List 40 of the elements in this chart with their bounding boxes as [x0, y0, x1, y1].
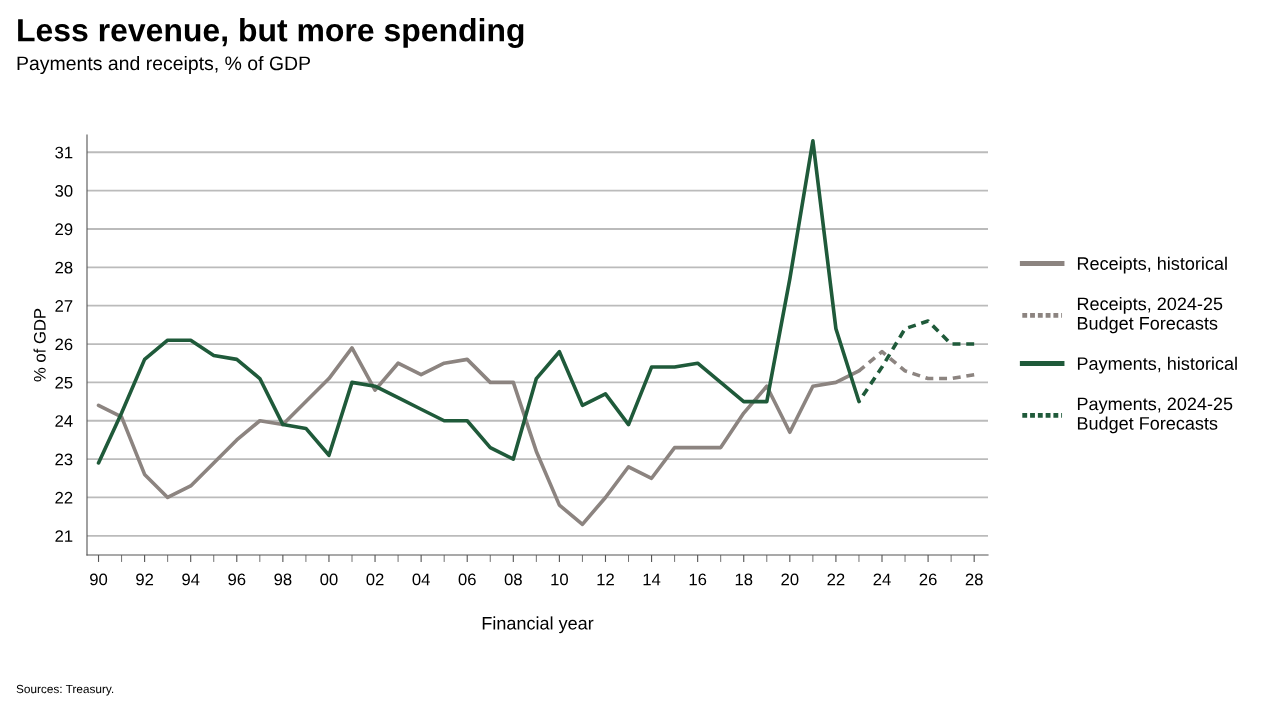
y-tick-label: 27	[55, 300, 73, 312]
x-tick-label: 96	[228, 573, 246, 586]
x-tick-label: 92	[136, 573, 154, 586]
x-tick-label: 90	[90, 573, 108, 586]
y-axis-title: % of GDP	[33, 308, 46, 382]
y-tick-label: 26	[55, 338, 73, 351]
x-tick-label: 22	[827, 573, 845, 586]
y-tick-label: 28	[55, 261, 73, 274]
y-tick-label: 23	[55, 453, 73, 466]
x-tick-label: 14	[643, 573, 661, 586]
legend-label: Receipts, historical	[1077, 256, 1227, 274]
x-tick-label: 16	[689, 573, 707, 586]
y-tick-label: 31	[55, 146, 73, 159]
chart-title: Less revenue, but more spending	[18, 18, 524, 48]
x-tick-label: 26	[919, 573, 937, 586]
x-axis-title: Financial year	[482, 616, 594, 634]
y-tick-label: 29	[55, 223, 73, 236]
x-tick-label: 24	[873, 573, 891, 586]
x-tick-label: 04	[412, 573, 430, 586]
y-tick-label: 22	[55, 491, 73, 504]
y-tick-label: 21	[55, 530, 73, 542]
x-tick-label: 20	[781, 573, 799, 586]
x-tick-label: 08	[504, 573, 522, 586]
y-tick-label: 25	[55, 376, 73, 389]
y-tick-label: 24	[55, 415, 73, 427]
x-tick-label: 98	[274, 573, 292, 586]
x-tick-label: 94	[182, 573, 200, 586]
legend-label: Payments, 2024-25 Budget Forecasts	[1077, 397, 1233, 434]
x-tick-label: 06	[458, 573, 476, 586]
legend-label: Receipts, 2024-25 Budget Forecasts	[1077, 296, 1223, 334]
y-tick-label: 30	[55, 185, 73, 197]
chart-subtitle: Payments and receipts, % of GDP	[17, 55, 311, 75]
source-note: Sources: Treasury.	[16, 684, 114, 696]
x-tick-label: 10	[551, 573, 569, 586]
legend-label: Payments, historical	[1077, 356, 1237, 374]
x-tick-label: 28	[965, 573, 983, 586]
x-tick-label: 02	[366, 573, 384, 586]
x-tick-label: 12	[597, 573, 614, 586]
x-tick-label: 00	[320, 573, 338, 586]
x-tick-label: 18	[735, 573, 753, 586]
